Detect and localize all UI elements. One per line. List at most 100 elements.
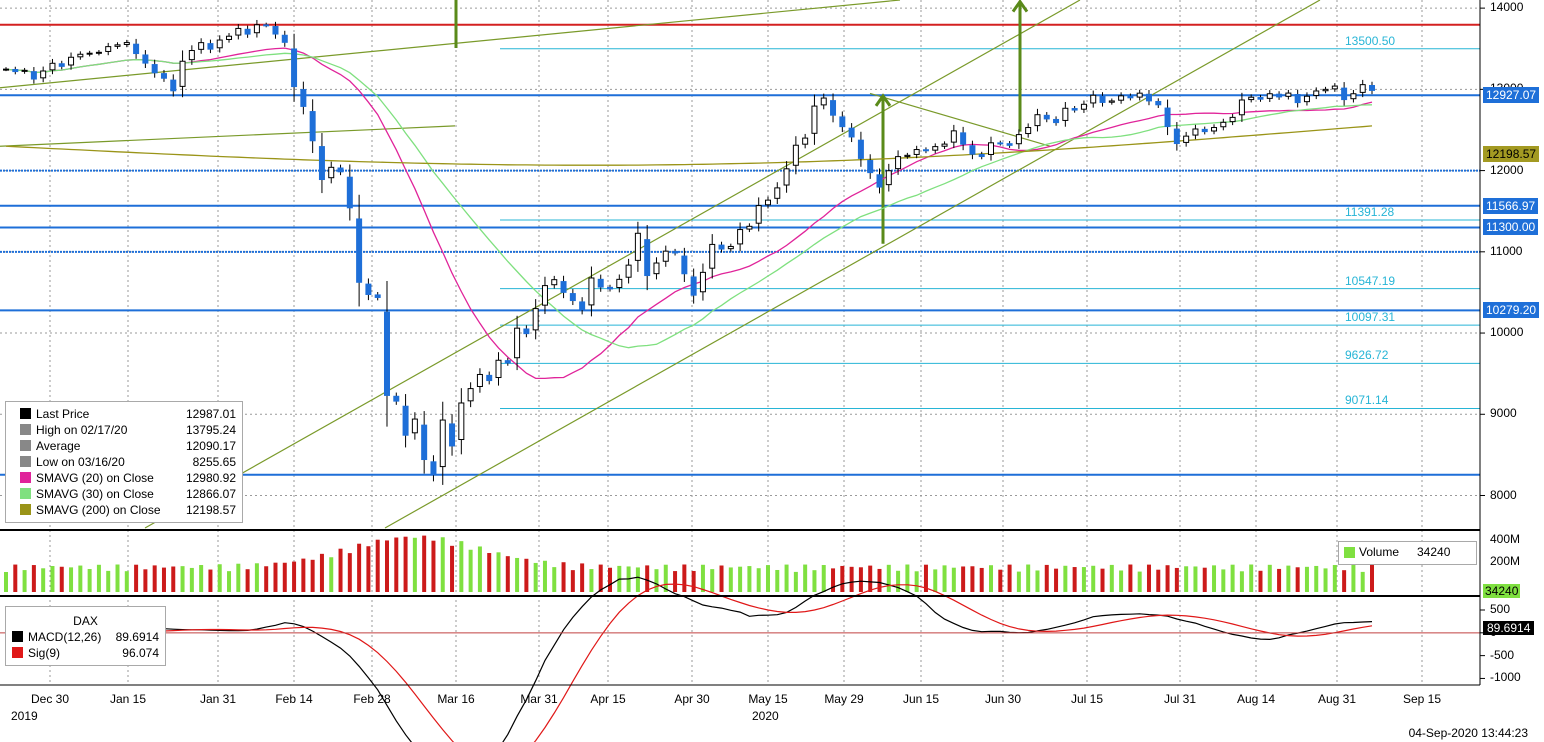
candle-up	[40, 70, 47, 79]
macd-signal-line	[6, 583, 1373, 742]
volume-bar-up	[412, 537, 417, 592]
volume-bar-down	[970, 566, 975, 592]
candle-up	[551, 279, 558, 286]
date-tick-label: Aug 31	[1317, 692, 1357, 706]
date-tick-label: Jun 30	[984, 692, 1022, 706]
volume-bar-up	[765, 565, 770, 592]
volume-bars	[4, 535, 1374, 592]
fib-level-label: 9626.72	[1345, 348, 1389, 363]
candle-up	[625, 264, 632, 278]
macd-legend-label: Sig(9)	[28, 646, 61, 660]
moving-averages	[5, 47, 1373, 380]
target-arrow-head	[1011, 0, 1029, 13]
candle-up	[662, 250, 669, 262]
volume-bar-up	[254, 563, 259, 592]
volume-bar-up	[728, 567, 733, 592]
volume-bar-up	[886, 564, 891, 592]
candles	[3, 19, 1375, 485]
candle-up	[699, 271, 706, 293]
volume-bar-up	[41, 568, 46, 592]
candle-up	[895, 156, 902, 170]
volume-bar-down	[357, 543, 362, 592]
volume-bar-up	[1212, 565, 1217, 592]
candle-up	[755, 205, 762, 224]
volume-bar-down	[375, 539, 380, 592]
volume-bar-up	[1035, 570, 1040, 592]
candle-down	[1369, 85, 1375, 91]
volume-bar-up	[812, 570, 817, 592]
volume-bar-down	[59, 566, 64, 592]
volume-bar-up	[1193, 566, 1198, 592]
volume-label: Volume	[1359, 545, 1400, 559]
date-tick-label: Jun 15	[902, 692, 940, 706]
volume-bar-up	[189, 567, 194, 592]
candle-up	[1350, 93, 1357, 100]
candle-down	[960, 132, 967, 145]
candle-down	[383, 311, 390, 396]
volume-bar-down	[13, 564, 18, 592]
fib-level-label: 11391.28	[1345, 205, 1395, 220]
candle-down	[300, 89, 307, 107]
candle-up	[1090, 94, 1097, 104]
candle-down	[151, 64, 158, 74]
volume-bar-down	[450, 545, 455, 592]
s200-line	[5, 125, 1373, 166]
legend-swatch	[20, 488, 31, 499]
candle-down	[421, 424, 428, 461]
candle-down	[876, 174, 883, 188]
candle-up	[1118, 95, 1125, 101]
year-label-2020: 2020	[752, 709, 779, 723]
analysis-lines	[0, 0, 1480, 529]
legend-row: SMAVG (30) on Close 12866.07	[6, 486, 242, 502]
date-tick-label: Feb 14	[275, 692, 313, 706]
volume-swatch	[1344, 547, 1355, 558]
volume-bar-down	[143, 569, 148, 592]
sma30-line	[5, 52, 1373, 349]
candle-up	[1229, 116, 1236, 123]
candle-down	[207, 43, 214, 50]
candle-up	[68, 56, 75, 66]
volume-bar-down	[134, 564, 139, 592]
legend-value: 12090.17	[185, 439, 236, 453]
candle-down	[978, 154, 985, 158]
volume-bar-up	[821, 565, 826, 592]
volume-bar-up	[663, 564, 668, 592]
volume-bar-up	[775, 569, 780, 592]
volume-bar-down	[487, 553, 492, 592]
legend-label: SMAVG (20) on Close	[36, 471, 154, 485]
candle-up	[541, 285, 548, 306]
candle-up	[114, 44, 121, 47]
macd-legend-swatch	[12, 647, 23, 658]
volume-bar-up	[989, 565, 994, 592]
volume-legend: Volume 34240	[1338, 541, 1477, 565]
date-tick-label: Apr 15	[590, 692, 626, 706]
candle-down	[1127, 95, 1134, 99]
legend-label: SMAVG (30) on Close	[36, 487, 154, 501]
candle-up	[1266, 93, 1273, 99]
volume-bar-down	[301, 558, 306, 592]
candle-down	[12, 68, 19, 73]
volume-bar-down	[1054, 568, 1059, 592]
candle-up	[467, 388, 474, 402]
volume-bar-up	[1267, 564, 1272, 592]
candle-up	[1183, 135, 1190, 143]
candle-up	[1359, 84, 1366, 93]
candle-up	[21, 69, 28, 72]
candle-up	[77, 53, 84, 58]
candle-up	[904, 154, 911, 157]
year-label-2019: 2019	[11, 709, 38, 723]
date-tick-label: Feb 28	[353, 692, 391, 706]
candle-up	[932, 146, 939, 151]
volume-bar-up	[1230, 564, 1235, 592]
candle-down	[718, 244, 725, 250]
legend-swatch	[20, 472, 31, 483]
candle-down	[263, 24, 270, 27]
candle-down	[160, 73, 167, 79]
candle-down	[133, 43, 140, 55]
trend-channel-line	[0, 0, 901, 89]
volume-bar-up	[552, 567, 557, 592]
volume-bar-up	[542, 560, 547, 592]
candle-down	[309, 111, 316, 142]
candle-up	[737, 229, 744, 245]
volume-bar-down	[1202, 567, 1207, 592]
